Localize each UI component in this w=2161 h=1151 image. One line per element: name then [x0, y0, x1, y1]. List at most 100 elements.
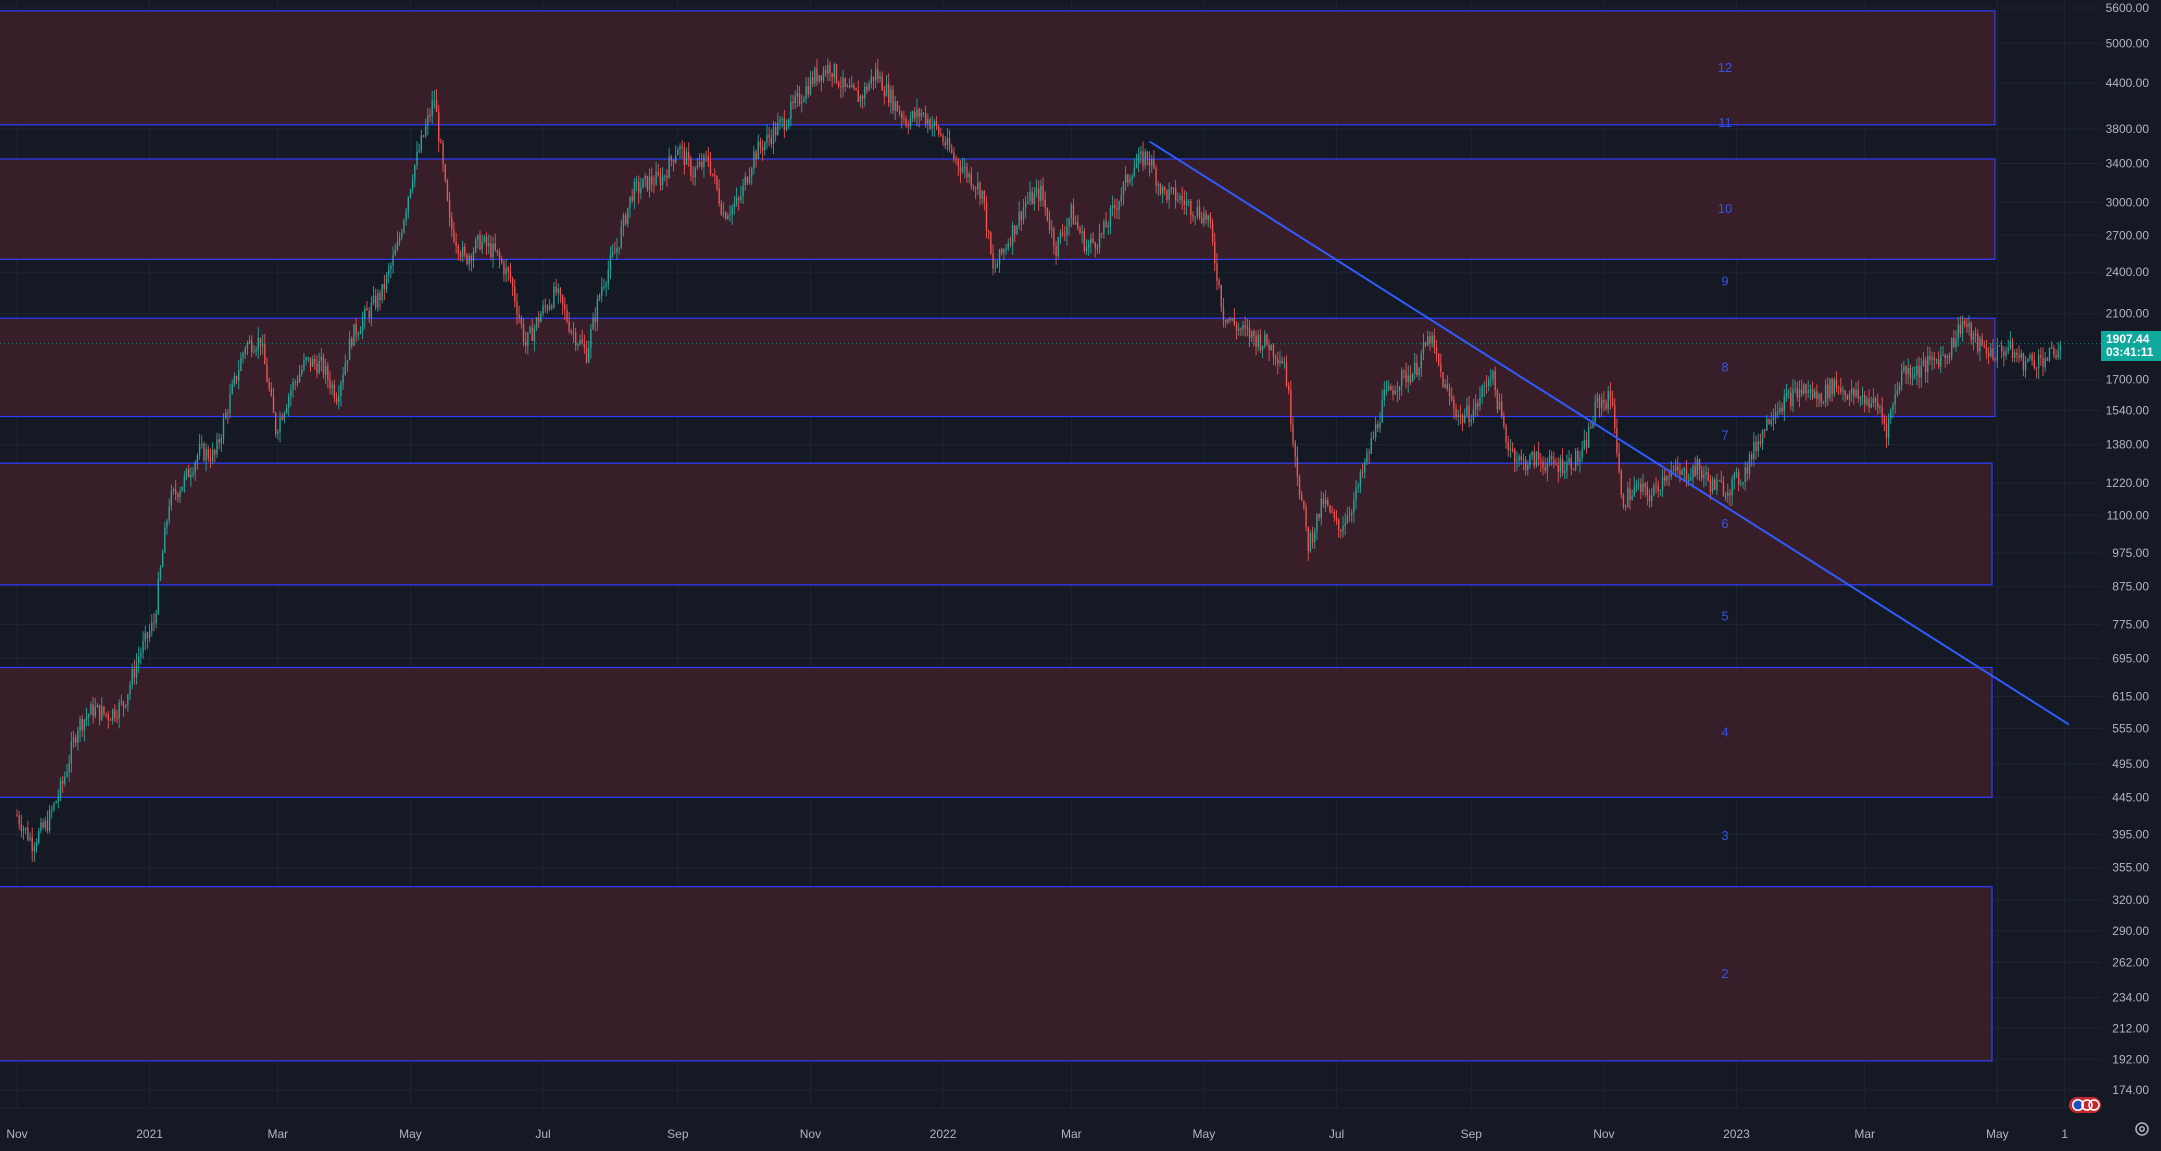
candle[interactable] — [1222, 297, 1225, 328]
candle[interactable] — [77, 726, 79, 751]
candle[interactable] — [1066, 217, 1068, 246]
candle[interactable] — [270, 382, 273, 397]
candle[interactable] — [1764, 428, 1766, 438]
candle[interactable] — [1905, 365, 1907, 385]
candle[interactable] — [1348, 506, 1351, 522]
candle[interactable] — [1040, 179, 1042, 207]
candle[interactable] — [1614, 398, 1616, 435]
candle[interactable] — [1409, 365, 1412, 386]
candle[interactable] — [2055, 348, 2057, 361]
candle[interactable] — [1792, 379, 1794, 413]
candle[interactable] — [677, 147, 679, 156]
candle[interactable] — [298, 364, 301, 384]
candle[interactable] — [261, 334, 264, 355]
candle[interactable] — [588, 340, 590, 364]
candle[interactable] — [481, 234, 483, 255]
candle[interactable] — [1659, 489, 1662, 497]
candle[interactable] — [420, 129, 423, 154]
candle[interactable] — [1733, 471, 1736, 490]
candle[interactable] — [359, 325, 362, 335]
candle[interactable] — [1598, 394, 1601, 418]
candle[interactable] — [1159, 182, 1162, 196]
candle[interactable] — [1133, 158, 1136, 178]
candle[interactable] — [194, 460, 196, 481]
candle[interactable] — [1001, 247, 1003, 256]
candle[interactable] — [185, 467, 188, 481]
candle[interactable] — [824, 65, 827, 77]
candle[interactable] — [1844, 390, 1846, 403]
candle[interactable] — [1903, 360, 1905, 374]
candle[interactable] — [1087, 239, 1090, 256]
candle[interactable] — [133, 659, 136, 685]
candle[interactable] — [1055, 240, 1057, 265]
candle[interactable] — [333, 379, 336, 403]
candle[interactable] — [1570, 453, 1572, 476]
candle[interactable] — [1270, 344, 1272, 351]
candle[interactable] — [1774, 403, 1777, 425]
candle[interactable] — [1848, 390, 1851, 407]
candle[interactable] — [629, 196, 631, 218]
candle[interactable] — [2009, 331, 2012, 350]
candle[interactable] — [1240, 327, 1242, 336]
candle[interactable] — [1985, 339, 1988, 360]
candle[interactable] — [966, 162, 968, 183]
candle[interactable] — [79, 716, 81, 742]
candle[interactable] — [564, 296, 566, 320]
candle[interactable] — [1401, 367, 1403, 396]
candle[interactable] — [220, 434, 223, 452]
candle[interactable] — [1909, 364, 1912, 386]
candle[interactable] — [1148, 151, 1151, 177]
candle[interactable] — [1694, 456, 1696, 478]
candle[interactable] — [1700, 465, 1703, 482]
candle[interactable] — [1281, 356, 1283, 364]
candle[interactable] — [1264, 330, 1266, 349]
candle[interactable] — [568, 311, 570, 334]
candle[interactable] — [555, 278, 557, 296]
candle[interactable] — [266, 357, 268, 383]
candle[interactable] — [1585, 431, 1588, 454]
candle[interactable] — [585, 340, 588, 364]
candle[interactable] — [1285, 355, 1288, 388]
candle[interactable] — [1994, 357, 1996, 363]
candle[interactable] — [320, 348, 323, 372]
candle[interactable] — [148, 623, 151, 643]
candle[interactable] — [351, 336, 353, 350]
candle[interactable] — [1916, 358, 1918, 386]
candle[interactable] — [1253, 329, 1255, 347]
candle[interactable] — [424, 118, 427, 139]
candle[interactable] — [1037, 180, 1040, 212]
candle[interactable] — [2031, 351, 2033, 366]
candle[interactable] — [961, 157, 964, 174]
candle[interactable] — [1666, 475, 1668, 486]
candle[interactable] — [640, 177, 642, 200]
candle[interactable] — [120, 694, 123, 706]
candle[interactable] — [622, 212, 625, 237]
candle[interactable] — [1196, 199, 1199, 220]
candle[interactable] — [1877, 393, 1879, 415]
candle[interactable] — [2014, 349, 2016, 363]
candle[interactable] — [1316, 513, 1318, 541]
candle[interactable] — [1914, 365, 1916, 380]
candle[interactable] — [390, 262, 392, 279]
candle[interactable] — [1124, 166, 1127, 192]
candle[interactable] — [646, 175, 649, 192]
candle[interactable] — [1633, 476, 1636, 498]
candle[interactable] — [1757, 433, 1759, 458]
candle[interactable] — [57, 789, 60, 809]
candle[interactable] — [1483, 381, 1486, 397]
candle[interactable] — [1198, 199, 1201, 221]
candle[interactable] — [794, 90, 796, 110]
candle[interactable] — [1464, 408, 1466, 424]
candle[interactable] — [1355, 480, 1357, 510]
candle[interactable] — [109, 718, 112, 721]
candle[interactable] — [1105, 211, 1107, 228]
candle[interactable] — [1394, 385, 1396, 396]
candle[interactable] — [1640, 478, 1642, 499]
candle[interactable] — [368, 307, 370, 324]
candle[interactable] — [488, 234, 490, 254]
candle[interactable] — [190, 467, 192, 487]
candle[interactable] — [1942, 345, 1944, 357]
candle[interactable] — [398, 232, 401, 246]
candle[interactable] — [609, 246, 612, 280]
